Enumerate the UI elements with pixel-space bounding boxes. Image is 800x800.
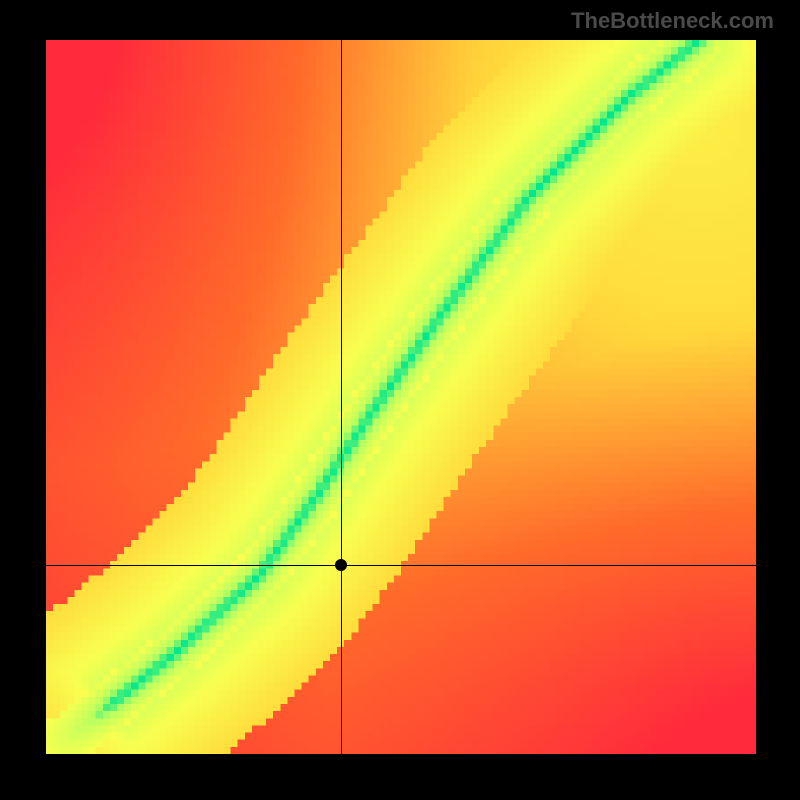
heatmap-plot (46, 40, 756, 754)
crosshair-vertical (341, 40, 342, 754)
marker-dot (335, 559, 347, 571)
crosshair-horizontal (46, 565, 756, 566)
heatmap-canvas (46, 40, 756, 754)
attribution-watermark: TheBottleneck.com (571, 8, 774, 34)
